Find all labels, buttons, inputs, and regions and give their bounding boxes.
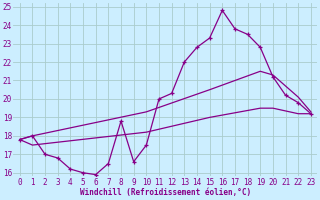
X-axis label: Windchill (Refroidissement éolien,°C): Windchill (Refroidissement éolien,°C)	[80, 188, 251, 197]
